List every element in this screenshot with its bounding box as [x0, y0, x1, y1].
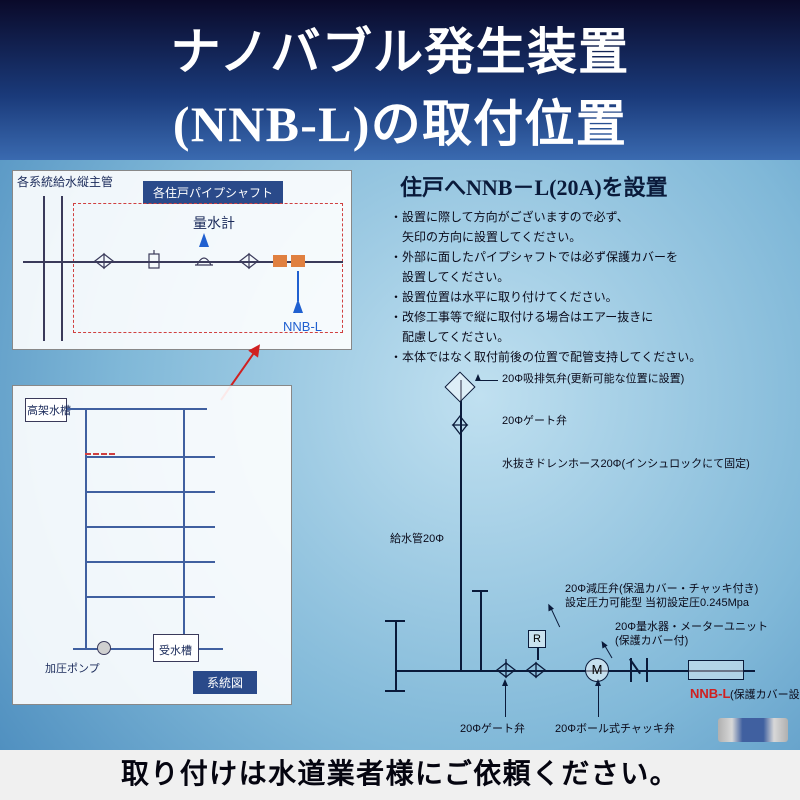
pump-label: 加圧ポンプ — [45, 660, 100, 676]
product-photo — [718, 718, 788, 742]
system-diagram-badge: 系統図 — [193, 671, 257, 694]
meter-unit-label-2: (保護カバー付) — [615, 632, 688, 648]
meter-arrow-icon — [199, 233, 209, 247]
bullet: ・外部に面したパイプシャフトでは必ず保護カバーを — [390, 248, 790, 266]
reducer-leader — [551, 609, 560, 628]
elevated-tank-label: 高架水槽 — [27, 402, 71, 418]
nnbl-red-label: NNB-L — [690, 686, 730, 701]
left-tee-cap2 — [385, 690, 405, 692]
check-valve-icon — [525, 659, 547, 686]
meter-icon — [193, 249, 215, 271]
valve-icon — [93, 250, 115, 272]
cover-label: (保護カバー設置) — [730, 686, 800, 702]
meter-leader — [605, 646, 613, 659]
title-banner: ナノバブル発生装置 (NNB-L)の取付位置 — [0, 0, 800, 160]
drain-hose-label: 水抜きドレンホース20Φ(インシュロックにて固定) — [502, 455, 750, 471]
panel1-title: 各系統給水縦主管 — [17, 173, 113, 190]
left-riser — [395, 620, 397, 690]
bullet: 配慮してください。 — [390, 328, 790, 346]
riser-2 — [183, 408, 185, 648]
receiving-tank-label: 受水槽 — [159, 642, 192, 658]
nnbl-inlet — [660, 670, 688, 672]
gate-valve-top-icon — [449, 414, 471, 441]
footer-note: 取り付けは水道業者様にご依頼ください。 — [0, 750, 800, 800]
gate-valve-bot-label: 20Φゲート弁 — [460, 720, 525, 736]
r-stem — [537, 648, 539, 660]
mid-riser-cap — [472, 590, 488, 592]
reducer-r-box: R — [528, 630, 546, 648]
riser-1 — [85, 408, 87, 648]
fitting-icon — [143, 250, 165, 272]
nnbl-label: NNB-L — [283, 319, 322, 334]
bullet: 矢印の方向に設置してください。 — [390, 228, 790, 246]
bullet: ・本体ではなく取付前後の位置で配管支持してください。 — [390, 348, 790, 366]
floor-line-5 — [85, 596, 215, 598]
gate-bot-leader — [505, 685, 506, 717]
bottom-header — [73, 648, 223, 650]
bullet: ・設置に際して方向がございますので必ず、 — [390, 208, 790, 226]
drain-stub — [460, 465, 462, 535]
main-diagram-area: 各系統給水縦主管 各住戸パイプシャフト 量水計 NNB-L 高架水槽 — [0, 160, 800, 750]
top-header — [67, 408, 207, 410]
vent-valve-icon — [444, 371, 475, 402]
floor-line-4 — [85, 561, 215, 563]
system-diagram-panel: 高架水槽 加圧ポンプ 受水槽 系統図 — [12, 385, 292, 705]
nnbl-box — [688, 660, 744, 680]
title-line-2: (NNB-L)の取付位置 — [0, 84, 800, 156]
left-tee-cap — [385, 620, 405, 622]
floor-marker — [85, 453, 115, 455]
valve-icon-2 — [238, 250, 260, 272]
nnbl-block-2 — [291, 255, 305, 267]
piping-schematic: R M 20Φ吸排気弁(更新可能な位置に設置) 20Φゲート弁 水抜きドレンホー… — [330, 370, 790, 740]
nnbl-arrow-icon — [293, 299, 303, 313]
leader — [478, 380, 498, 381]
bullet: ・設置位置は水平に取り付けてください。 — [390, 288, 790, 306]
vent-valve-label: 20Φ吸排気弁(更新可能な位置に設置) — [502, 370, 684, 386]
reducer-label-2: 設定圧力可能型 当初設定圧0.245Mpa — [565, 594, 749, 610]
bullet: 設置してください。 — [390, 268, 790, 286]
gate-valve-top-label: 20Φゲート弁 — [502, 412, 567, 428]
ball-check-label: 20Φボール式チャッキ弁 — [555, 720, 675, 736]
floor-line-3 — [85, 526, 215, 528]
panel1-badge: 各住戸パイプシャフト — [143, 181, 283, 204]
n-3 — [646, 658, 648, 682]
floor-line-2 — [85, 491, 215, 493]
pump-icon — [97, 641, 111, 655]
nnbl-arrow-stem — [297, 271, 299, 301]
ball-check-leader — [598, 685, 599, 717]
floor-line-1 — [85, 456, 215, 458]
meter-label: 量水計 — [193, 213, 235, 233]
supply-pipe-label: 給水管20Φ — [390, 530, 444, 546]
vertical-main-2 — [61, 196, 63, 341]
right-title: 住戸へNNB－L(20A)を設置 — [400, 170, 668, 202]
mid-riser — [480, 590, 482, 670]
nnbl-block-1 — [273, 255, 287, 267]
bullet: ・改修工事等で縦に取付ける場合はエアー抜きに — [390, 308, 790, 326]
installation-notes: ・設置に際して方向がございますので必ず、 矢印の方向に設置してください。 ・外部… — [390, 208, 790, 368]
vertical-main — [43, 196, 45, 341]
title-line-1: ナノバブル発生装置 — [0, 12, 800, 84]
pipe-shaft-detail-panel: 各系統給水縦主管 各住戸パイプシャフト 量水計 NNB-L — [12, 170, 352, 350]
